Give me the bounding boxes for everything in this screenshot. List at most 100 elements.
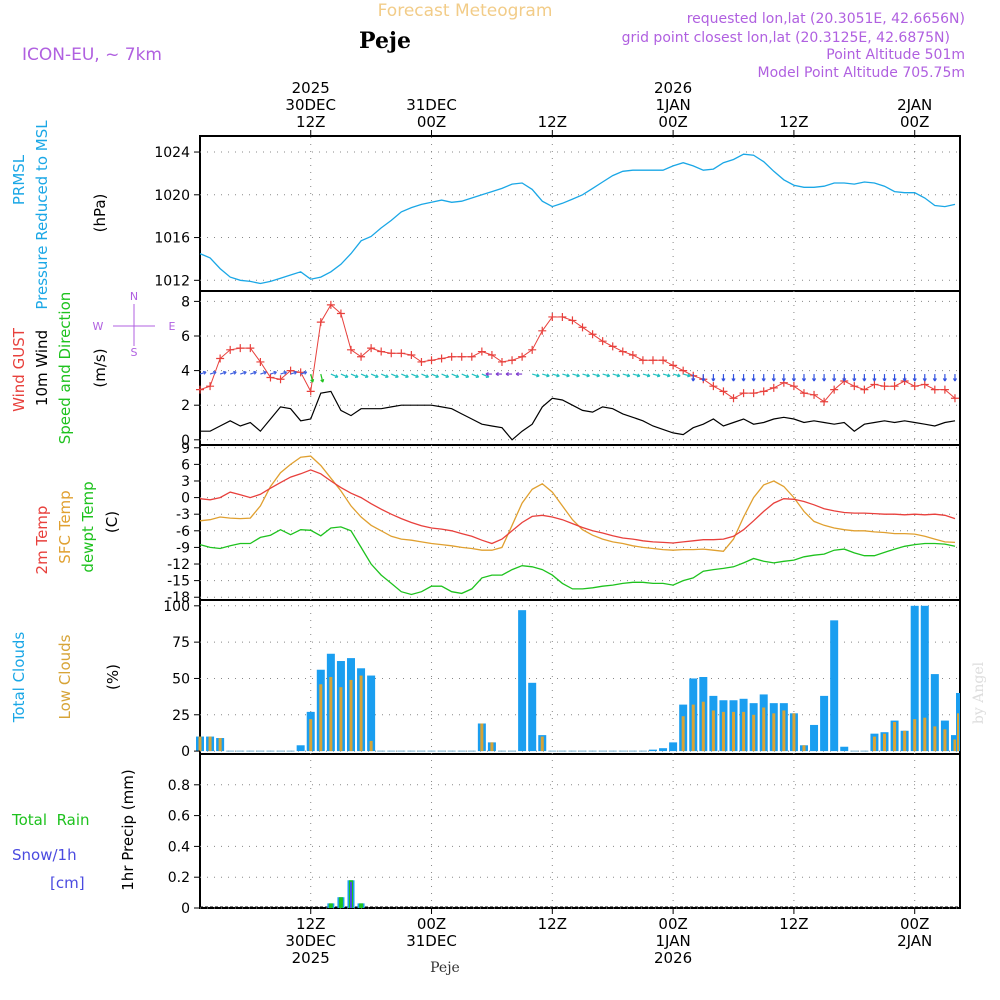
wind-direction-arrowhead (687, 373, 691, 378)
wind-gust-line (199, 304, 956, 403)
wind-direction-arrowhead (293, 370, 298, 375)
wind-direction-arrowhead (385, 374, 389, 379)
wind-direction-arrow (683, 373, 691, 377)
sfc-temp-line (199, 455, 956, 552)
wind-gust-point (598, 337, 607, 346)
wind-gust-point (729, 394, 738, 403)
low-clouds-label: Low Clouds (56, 634, 74, 719)
wind-gust-point (628, 351, 637, 360)
clouds-unit: (%) (104, 664, 122, 690)
wind-direction-arrowhead (701, 378, 706, 382)
snow-unit-label: [cm] (50, 874, 85, 892)
wind-direction-arrow (350, 373, 359, 378)
wind-direction-arrowhead (626, 373, 631, 378)
low-cloud-bar (369, 740, 373, 752)
wind-gust-point (266, 373, 275, 382)
temp-2m-line (199, 469, 956, 545)
low-cloud-bar (933, 726, 937, 752)
wind-direction-arrowhead (932, 378, 937, 382)
y-tick-label: 1024 (154, 145, 190, 161)
low-cloud-bar (762, 707, 766, 752)
top-time-label: 00Z (417, 113, 446, 131)
y-tick-label: 0.4 (168, 839, 190, 855)
wind-direction-arrowhead (202, 370, 207, 375)
wind-direction-arrowhead (852, 378, 857, 382)
wind-gust-point (226, 345, 235, 354)
wind-gust-point (930, 385, 939, 394)
wind-gust-point (216, 354, 225, 363)
wind-direction-arrowhead (862, 378, 867, 382)
wind-direction-arrow (632, 373, 641, 377)
wind-gust-point (296, 368, 305, 377)
wind-direction-arrowhead (902, 378, 907, 382)
wind-gust-point (306, 387, 315, 396)
total-cloud-bar (820, 695, 829, 752)
station-name: Peje (359, 28, 411, 54)
wind-gust-point (387, 349, 396, 358)
low-cloud-bar (309, 719, 313, 752)
bottom-time-label: 2JAN (897, 932, 932, 950)
compass-rose: N S W E (93, 290, 176, 359)
bottom-time-label: 00Z (417, 915, 446, 933)
wind-direction-arrowhead (273, 370, 277, 375)
low-cloud-bar (329, 677, 333, 752)
top-time-label: 00Z (658, 113, 687, 131)
wind-gust-point (367, 344, 376, 353)
wind-direction-arrowhead (731, 378, 736, 382)
wind-gust-point (830, 385, 839, 394)
compass-e: E (169, 320, 176, 333)
footer-station: Peje (430, 960, 460, 976)
wind-gust-point (336, 309, 345, 318)
wind-direction-arrow (401, 373, 409, 378)
wind-gust-point (206, 382, 215, 391)
wind-direction-arrowhead (677, 373, 681, 378)
precip-ylabel: 1hr Precip (mm) (119, 769, 137, 890)
top-time-label: 2026 (654, 79, 692, 97)
wind-direction-arrowhead (832, 378, 837, 382)
precip-rain-bar (359, 903, 364, 908)
wind-gust-point (860, 385, 869, 394)
wind-gust-point (940, 385, 949, 394)
wind-direction-arrow (461, 373, 469, 378)
wind-gust-point (880, 382, 889, 391)
wind-direction-arrowhead (495, 371, 499, 377)
wind-direction-arrowhead (334, 374, 339, 379)
wind-gust-point (568, 316, 577, 325)
total-cloud-bar (659, 748, 668, 752)
wind-gust-point (648, 356, 657, 365)
wind-gust-point (820, 397, 829, 406)
wind-direction-arrowhead (223, 370, 227, 375)
top-time-label: 12Z (538, 113, 567, 131)
wind-gust-point (719, 387, 728, 396)
low-cloud-bar (198, 736, 202, 752)
wind-gust-point (789, 382, 798, 391)
wind-direction-arrow (380, 373, 389, 378)
wind-direction-arrow (320, 373, 324, 383)
wind-direction-arrow (642, 373, 651, 377)
temp-2m-label: 2m Temp (33, 506, 51, 575)
panel-frames (199, 135, 961, 909)
top-time-label: 31DEC (406, 96, 457, 114)
wind-direction-arrow (330, 373, 339, 378)
wind-gust-point (669, 361, 678, 370)
wind-direction-arrowhead (354, 374, 359, 379)
pressure-unit: (hPa) (91, 194, 109, 233)
wind-gust-point (538, 326, 547, 335)
wind-direction-arrowhead (801, 378, 807, 382)
low-cloud-bar (701, 701, 705, 752)
wind-direction-arrowhead (811, 378, 817, 382)
low-cloud-bar (943, 729, 947, 752)
wind-direction-arrowhead (405, 374, 409, 379)
wind-direction-arrowhead (892, 378, 897, 382)
y-tick-label: -12 (167, 557, 190, 573)
wind-direction-arrowhead (445, 374, 450, 379)
watermark: by Angel (971, 661, 987, 724)
wind-direction-arrowhead (365, 374, 369, 379)
wind-direction-arrowhead (882, 378, 887, 382)
y-tick-label: 0 (181, 744, 190, 760)
wind-direction-arrowhead (576, 373, 580, 378)
bottom-time-label: 00Z (900, 915, 929, 933)
wind-direction-arrowhead (761, 378, 766, 382)
y-tick-label: 0.8 (168, 778, 190, 794)
y-tick-label: 3 (181, 474, 190, 490)
